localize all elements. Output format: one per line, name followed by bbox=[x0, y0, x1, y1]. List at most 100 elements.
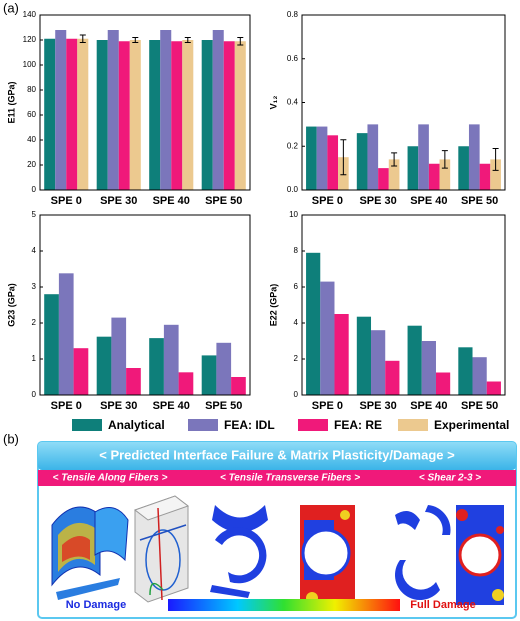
error-bar bbox=[132, 37, 139, 43]
panel-label: (a) bbox=[3, 0, 19, 15]
y-tick-label: 100 bbox=[23, 60, 37, 69]
bar bbox=[327, 135, 339, 190]
shear-render bbox=[395, 505, 504, 605]
bar bbox=[96, 336, 112, 395]
bar bbox=[44, 38, 56, 190]
plot-frame bbox=[301, 214, 506, 396]
bar bbox=[77, 38, 89, 190]
y-axis-label: E11 (GPa) bbox=[6, 81, 16, 123]
bar bbox=[306, 252, 321, 395]
bar bbox=[107, 30, 119, 190]
error-bar bbox=[79, 34, 86, 43]
bar bbox=[44, 294, 59, 395]
bar bbox=[234, 41, 246, 190]
scale-high: Full Damage bbox=[410, 599, 475, 611]
section-bar bbox=[38, 470, 516, 486]
bar bbox=[182, 40, 194, 190]
bar bbox=[231, 377, 246, 395]
bar bbox=[385, 360, 400, 395]
transverse-render bbox=[210, 505, 355, 605]
fiber-render bbox=[51, 495, 190, 603]
scale-low: No Damage bbox=[66, 599, 127, 611]
x-tick-label: SPE 40 bbox=[410, 400, 447, 412]
x-tick-label: SPE 50 bbox=[461, 400, 498, 412]
x-tick-label: SPE 0 bbox=[312, 195, 343, 207]
y-tick-label: 0.6 bbox=[287, 54, 299, 63]
legend-swatch bbox=[188, 419, 218, 431]
y-tick-label: 40 bbox=[27, 135, 36, 144]
y-tick-label: 0.4 bbox=[287, 98, 299, 107]
bar bbox=[458, 347, 473, 395]
x-tick-label: SPE 40 bbox=[410, 195, 447, 207]
bar bbox=[111, 317, 127, 395]
x-tick-label: SPE 40 bbox=[153, 400, 190, 412]
bar bbox=[149, 338, 164, 395]
y-tick-label: 3 bbox=[32, 282, 37, 291]
y-tick-label: 5 bbox=[32, 210, 37, 219]
legend: Analytical FEA: IDL FEA: RE Experimental bbox=[72, 418, 509, 432]
bar bbox=[479, 163, 491, 190]
x-tick-label: SPE 30 bbox=[359, 195, 396, 207]
error-bar bbox=[184, 37, 191, 43]
bar bbox=[468, 124, 480, 190]
y-tick-label: 140 bbox=[23, 10, 37, 19]
y-tick-label: 0.2 bbox=[287, 141, 299, 150]
bar bbox=[472, 357, 487, 395]
legend-label: Experimental bbox=[434, 418, 509, 432]
bar bbox=[58, 273, 74, 395]
bar bbox=[378, 168, 389, 190]
bar bbox=[118, 41, 130, 190]
bar bbox=[439, 159, 451, 190]
bar bbox=[356, 316, 372, 395]
x-tick-label: SPE 0 bbox=[51, 400, 82, 412]
bar bbox=[163, 324, 179, 395]
y-tick-label: 2 bbox=[32, 318, 37, 327]
section-title: < Tensile Along Fibers > bbox=[53, 473, 168, 484]
bar bbox=[421, 341, 436, 395]
y-tick-label: 10 bbox=[289, 210, 298, 219]
y-axis-label: V₁₂ bbox=[268, 96, 278, 110]
bar bbox=[407, 325, 422, 395]
bar bbox=[126, 368, 141, 395]
plot-frame bbox=[301, 14, 506, 191]
x-tick-label: SPE 50 bbox=[205, 400, 242, 412]
error-bar bbox=[441, 150, 448, 169]
y-tick-label: 20 bbox=[27, 160, 36, 169]
bar bbox=[371, 330, 386, 395]
bar bbox=[388, 159, 400, 190]
banner bbox=[38, 442, 516, 470]
bar bbox=[178, 372, 194, 395]
plot-frame bbox=[39, 214, 251, 396]
legend-swatch bbox=[298, 419, 328, 431]
y-axis-label: E22 (GPa) bbox=[268, 284, 278, 327]
bar bbox=[216, 342, 232, 395]
x-tick-label: SPE 0 bbox=[312, 400, 343, 412]
bar bbox=[201, 40, 213, 190]
legend-label: FEA: RE bbox=[334, 418, 382, 432]
bar bbox=[212, 30, 224, 190]
x-tick-label: SPE 30 bbox=[359, 400, 396, 412]
x-tick-label: SPE 50 bbox=[205, 195, 242, 207]
bar bbox=[435, 372, 451, 395]
bar bbox=[356, 133, 368, 190]
bar bbox=[486, 381, 501, 395]
bar bbox=[428, 163, 440, 190]
bar bbox=[73, 348, 89, 395]
bar bbox=[367, 124, 379, 190]
y-tick-label: 0 bbox=[32, 185, 37, 194]
legend-swatch bbox=[72, 419, 102, 431]
y-tick-label: 4 bbox=[32, 246, 37, 255]
y-tick-label: 2 bbox=[294, 354, 299, 363]
y-tick-label: 4 bbox=[294, 318, 299, 327]
bar bbox=[129, 40, 141, 190]
banner-text: < Predicted Interface Failure & Matrix P… bbox=[99, 447, 455, 462]
error-bar bbox=[492, 147, 499, 171]
bar bbox=[306, 126, 317, 190]
bar bbox=[490, 159, 501, 190]
bar bbox=[316, 126, 328, 190]
bar bbox=[320, 281, 335, 395]
y-tick-label: 8 bbox=[294, 246, 299, 255]
bar bbox=[223, 41, 235, 190]
